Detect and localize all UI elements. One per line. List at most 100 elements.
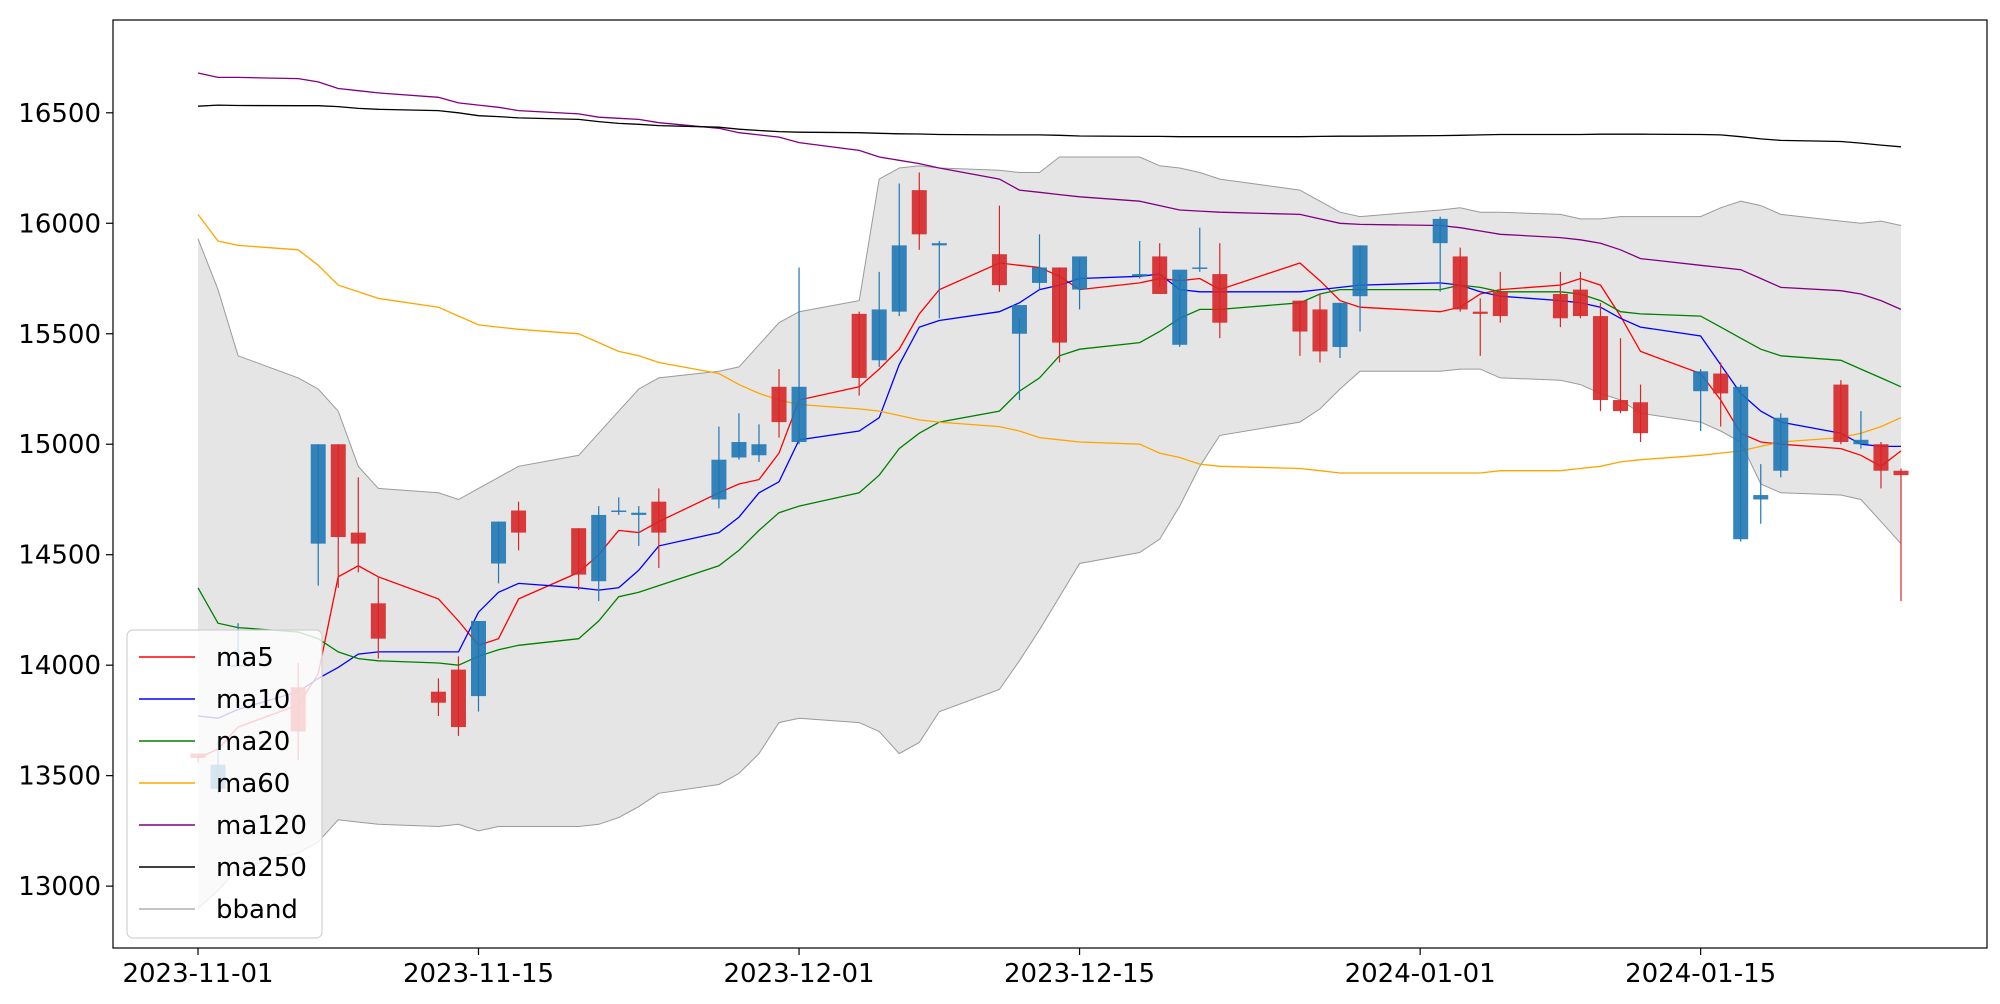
candle-2024-01-03 (1452, 247, 1468, 312)
candle-body (1853, 439, 1869, 445)
candle-body (1833, 384, 1849, 443)
candle-2024-01-10 (1592, 302, 1608, 412)
y-tick-label: 15500 (18, 320, 101, 350)
candle-body (1733, 386, 1749, 540)
candle-2023-11-27 (711, 426, 727, 509)
candle-2024-01-08 (1552, 271, 1568, 328)
x-tick-label: 2024-01-15 (1625, 959, 1776, 989)
candle-body (1633, 402, 1649, 434)
candle-2024-01-04 (1472, 298, 1488, 356)
candle-2023-11-20 (571, 528, 587, 591)
candle-body (911, 190, 927, 235)
candle-body (1052, 267, 1068, 343)
ma10-line (197, 273, 1901, 719)
candle-2023-11-23 (631, 506, 647, 546)
candle-2023-11-13 (430, 678, 446, 716)
candle-body (470, 620, 486, 697)
y-tick-label: 16000 (18, 209, 101, 239)
legend-entry-ma120: ma120 (139, 811, 307, 841)
candle-2024-01-09 (1572, 271, 1588, 319)
legend-entry-ma60: ma60 (139, 769, 290, 799)
candle-body (1492, 291, 1508, 317)
candle-2023-11-29 (751, 424, 767, 462)
y-tick-label: 16500 (18, 99, 101, 129)
candle-body (1773, 417, 1789, 471)
candle-2023-12-19 (1152, 243, 1168, 294)
candle-body (1152, 256, 1168, 294)
candle-body (450, 669, 466, 728)
legend-label: ma120 (216, 811, 307, 841)
candle-body (491, 521, 507, 564)
candle-2024-01-12 (1633, 384, 1649, 443)
candle-2023-12-08 (931, 240, 947, 319)
candle-body (1172, 269, 1188, 345)
legend-label: ma5 (216, 643, 274, 673)
candle-body (791, 386, 807, 443)
candle-2023-12-04 (851, 311, 867, 396)
candle-body (1893, 470, 1909, 476)
candle-2023-11-17 (511, 501, 527, 551)
candle-body (370, 603, 386, 639)
candle-body (631, 512, 647, 515)
candle-2024-01-25 (1893, 468, 1909, 602)
candle-2023-12-18 (1132, 240, 1148, 279)
legend-entry-ma20: ma20 (139, 727, 290, 757)
ma60-line (197, 214, 1902, 474)
legend-label: ma10 (216, 685, 290, 715)
x-tick-label: 2024-01-01 (1345, 959, 1496, 989)
candle-2024-01-15 (1693, 369, 1709, 431)
candle-2023-11-14 (450, 656, 466, 736)
candle-2024-01-05 (1492, 271, 1508, 323)
x-tick-label: 2023-11-01 (122, 959, 273, 989)
candle-body (1352, 245, 1368, 297)
candle-body (611, 510, 627, 513)
candle-body (771, 386, 787, 423)
legend: ma5 ma10 ma20 ma60 ma120 ma250 bband (126, 629, 323, 939)
candle-body (1713, 373, 1729, 394)
candle-2024-01-11 (1613, 338, 1629, 414)
candle-2023-12-29 (1352, 245, 1368, 332)
x-axis: 2023-11-01 2023-11-15 2023-12-01 2023-12-15… (122, 948, 1776, 989)
axes-frame (112, 19, 1988, 949)
legend-entry-ma10: ma10 (139, 685, 290, 715)
candle-body (1592, 316, 1608, 401)
candle-2023-12-27 (1312, 293, 1328, 363)
candle-body (511, 510, 527, 533)
candle-2023-12-11 (991, 205, 1007, 292)
ma120-line (197, 72, 1902, 310)
candle-body (430, 691, 446, 703)
candle-body (1011, 305, 1027, 334)
candle-2023-12-15 (1072, 256, 1088, 310)
bband-fill (198, 157, 1901, 909)
candle-2023-12-07 (911, 172, 927, 250)
candle-2023-11-09 (350, 477, 366, 573)
x-tick-label: 2023-12-15 (1004, 959, 1155, 989)
candle-2023-12-26 (1292, 300, 1308, 356)
y-tick-label: 13500 (18, 762, 101, 792)
candle-body (350, 532, 366, 544)
candle-2023-11-08 (330, 444, 346, 588)
candle-2023-11-28 (731, 413, 747, 460)
y-tick-label: 14000 (18, 651, 101, 681)
candle-body (1332, 302, 1348, 348)
candle-body (1873, 444, 1889, 471)
candle-2023-11-10 (370, 576, 386, 659)
candle-2024-01-23 (1853, 411, 1869, 449)
candle-2023-12-14 (1052, 267, 1068, 363)
candle-2024-01-18 (1753, 464, 1769, 524)
candle-body (851, 313, 867, 378)
candle-body (651, 501, 667, 533)
legend-label: ma250 (216, 853, 307, 883)
legend-label: ma20 (216, 727, 290, 757)
legend-box (126, 629, 323, 939)
candle-body (1432, 218, 1448, 244)
candle-body (751, 444, 767, 456)
candle-body (1552, 293, 1568, 319)
candle-body (1472, 311, 1488, 314)
candles-layer (190, 172, 1909, 794)
y-tick-label: 14500 (18, 541, 101, 571)
candle-body (1132, 274, 1148, 277)
candle-2023-12-21 (1192, 227, 1208, 272)
candle-2024-01-19 (1773, 413, 1789, 478)
